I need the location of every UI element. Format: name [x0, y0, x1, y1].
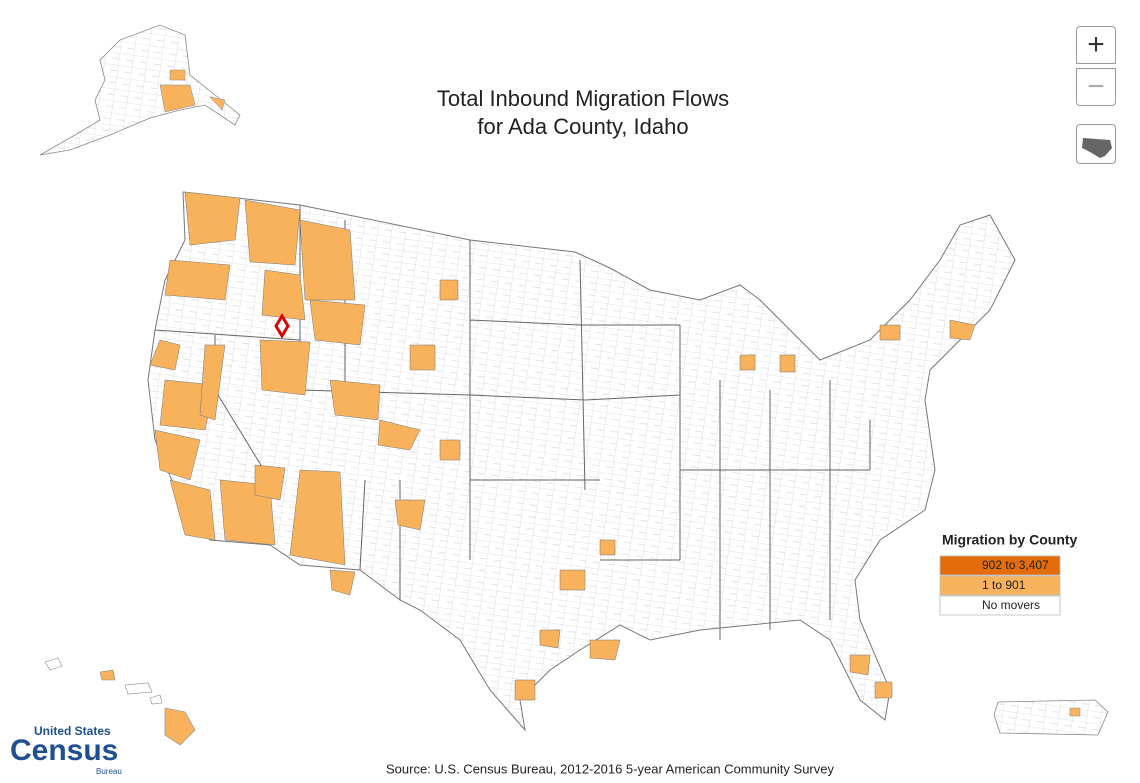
legend-swatch — [939, 575, 1061, 596]
hawaii — [44, 657, 196, 746]
zoom-out[interactable]: − — [1076, 68, 1116, 106]
legend-swatch — [939, 595, 1061, 616]
legend: 902 to 3,407 1 to 901 No movers — [939, 555, 1061, 616]
ada-county — [274, 313, 290, 339]
logo-bottom: Bureau — [96, 767, 122, 776]
logo-top: United States — [34, 724, 111, 738]
legend-title: Migration by County — [942, 532, 1078, 548]
lower-48 — [147, 191, 1016, 732]
title-line: for Ada County, Idaho — [477, 114, 688, 139]
alaska — [39, 24, 241, 156]
title-line: Total Inbound Migration Flows — [437, 86, 729, 111]
reset-view[interactable] — [1076, 124, 1116, 164]
county-fills — [149, 191, 976, 701]
puerto-rico — [993, 699, 1109, 736]
pr-county — [1069, 707, 1081, 717]
legend-swatch — [939, 555, 1061, 576]
legend-label: 902 to 3,407 — [982, 558, 1049, 572]
alaska-counties — [159, 69, 226, 113]
zoom-in[interactable]: + — [1076, 26, 1116, 64]
us-icon — [1082, 138, 1112, 158]
logo-name: Census — [10, 734, 118, 767]
legend-label: No movers — [982, 598, 1040, 612]
legend-label: 1 to 901 — [982, 578, 1026, 592]
source: Source: U.S. Census Bureau, 2012-2016 5-… — [386, 761, 834, 776]
